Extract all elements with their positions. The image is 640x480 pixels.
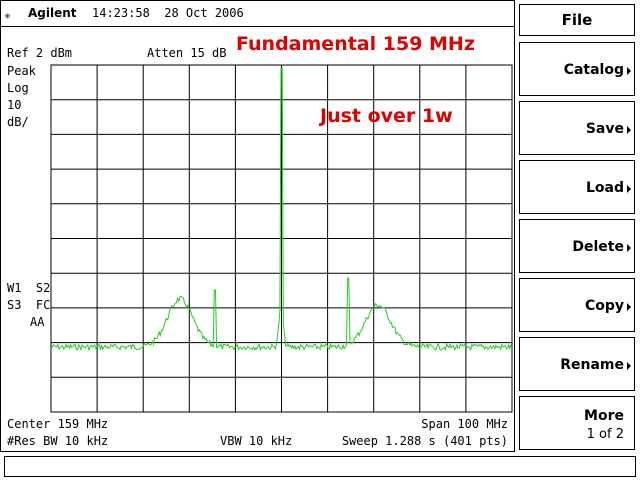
- scale-unit: dB/: [7, 115, 29, 129]
- res-bw: #Res BW 10 kHz: [7, 434, 109, 448]
- softkey[interactable]: More 1 of 2: [519, 396, 635, 450]
- scale-value: 10: [7, 98, 22, 112]
- status: AA: [30, 315, 45, 329]
- ref-level: Ref 2 dBm: [7, 46, 73, 60]
- softkey[interactable]: Catalog: [519, 42, 635, 96]
- submenu-arrow: [627, 67, 631, 75]
- attenuation: Atten 15 dB: [147, 46, 227, 60]
- display-frame: [0, 0, 515, 452]
- detector: Peak: [7, 64, 36, 78]
- vbw: VBW 10 kHz: [220, 434, 293, 448]
- submenu-arrow: [627, 244, 631, 252]
- sweep: Sweep 1.288 s (401 pts): [341, 434, 508, 448]
- submenu-arrow: [627, 303, 631, 311]
- softkey[interactable]: Rename: [519, 337, 635, 391]
- softkey-label: Delete: [572, 239, 624, 255]
- softkey-label: Save: [585, 121, 624, 137]
- logo-icon: ✳: [4, 9, 11, 22]
- brand: Agilent: [28, 6, 77, 20]
- softkey-label: Copy: [584, 298, 624, 314]
- softkey[interactable]: Delete: [519, 219, 635, 273]
- submenu-arrow: [627, 362, 631, 370]
- softkey-label: Rename: [560, 357, 624, 373]
- menu-title: File: [519, 4, 635, 36]
- softkey[interactable]: Load: [519, 160, 635, 214]
- softkey-label: Load: [585, 180, 624, 196]
- submenu-arrow: [627, 185, 631, 193]
- span: Span 100 MHz: [421, 417, 508, 431]
- trace: [50, 67, 512, 352]
- center-freq: Center 159 MHz: [7, 417, 109, 431]
- graticule: [50, 64, 513, 413]
- annotation: Fundamental 159 MHz: [236, 33, 475, 55]
- scale-type: Log: [7, 81, 29, 95]
- softkey-label: Catalog: [563, 62, 624, 78]
- softkey-label: More: [584, 408, 624, 424]
- header-rule: [0, 26, 515, 27]
- timestamp: 14:23:58 28 Oct 2006: [92, 6, 244, 20]
- status: S3 FC: [7, 298, 51, 312]
- softkey[interactable]: Save: [519, 101, 635, 155]
- status: W1 S2: [7, 281, 51, 295]
- annotation: Just over 1w: [320, 105, 453, 127]
- status-bar: [4, 456, 636, 477]
- softkey[interactable]: Copy: [519, 278, 635, 332]
- submenu-arrow: [627, 126, 631, 134]
- softkey-sub: 1 of 2: [586, 427, 624, 442]
